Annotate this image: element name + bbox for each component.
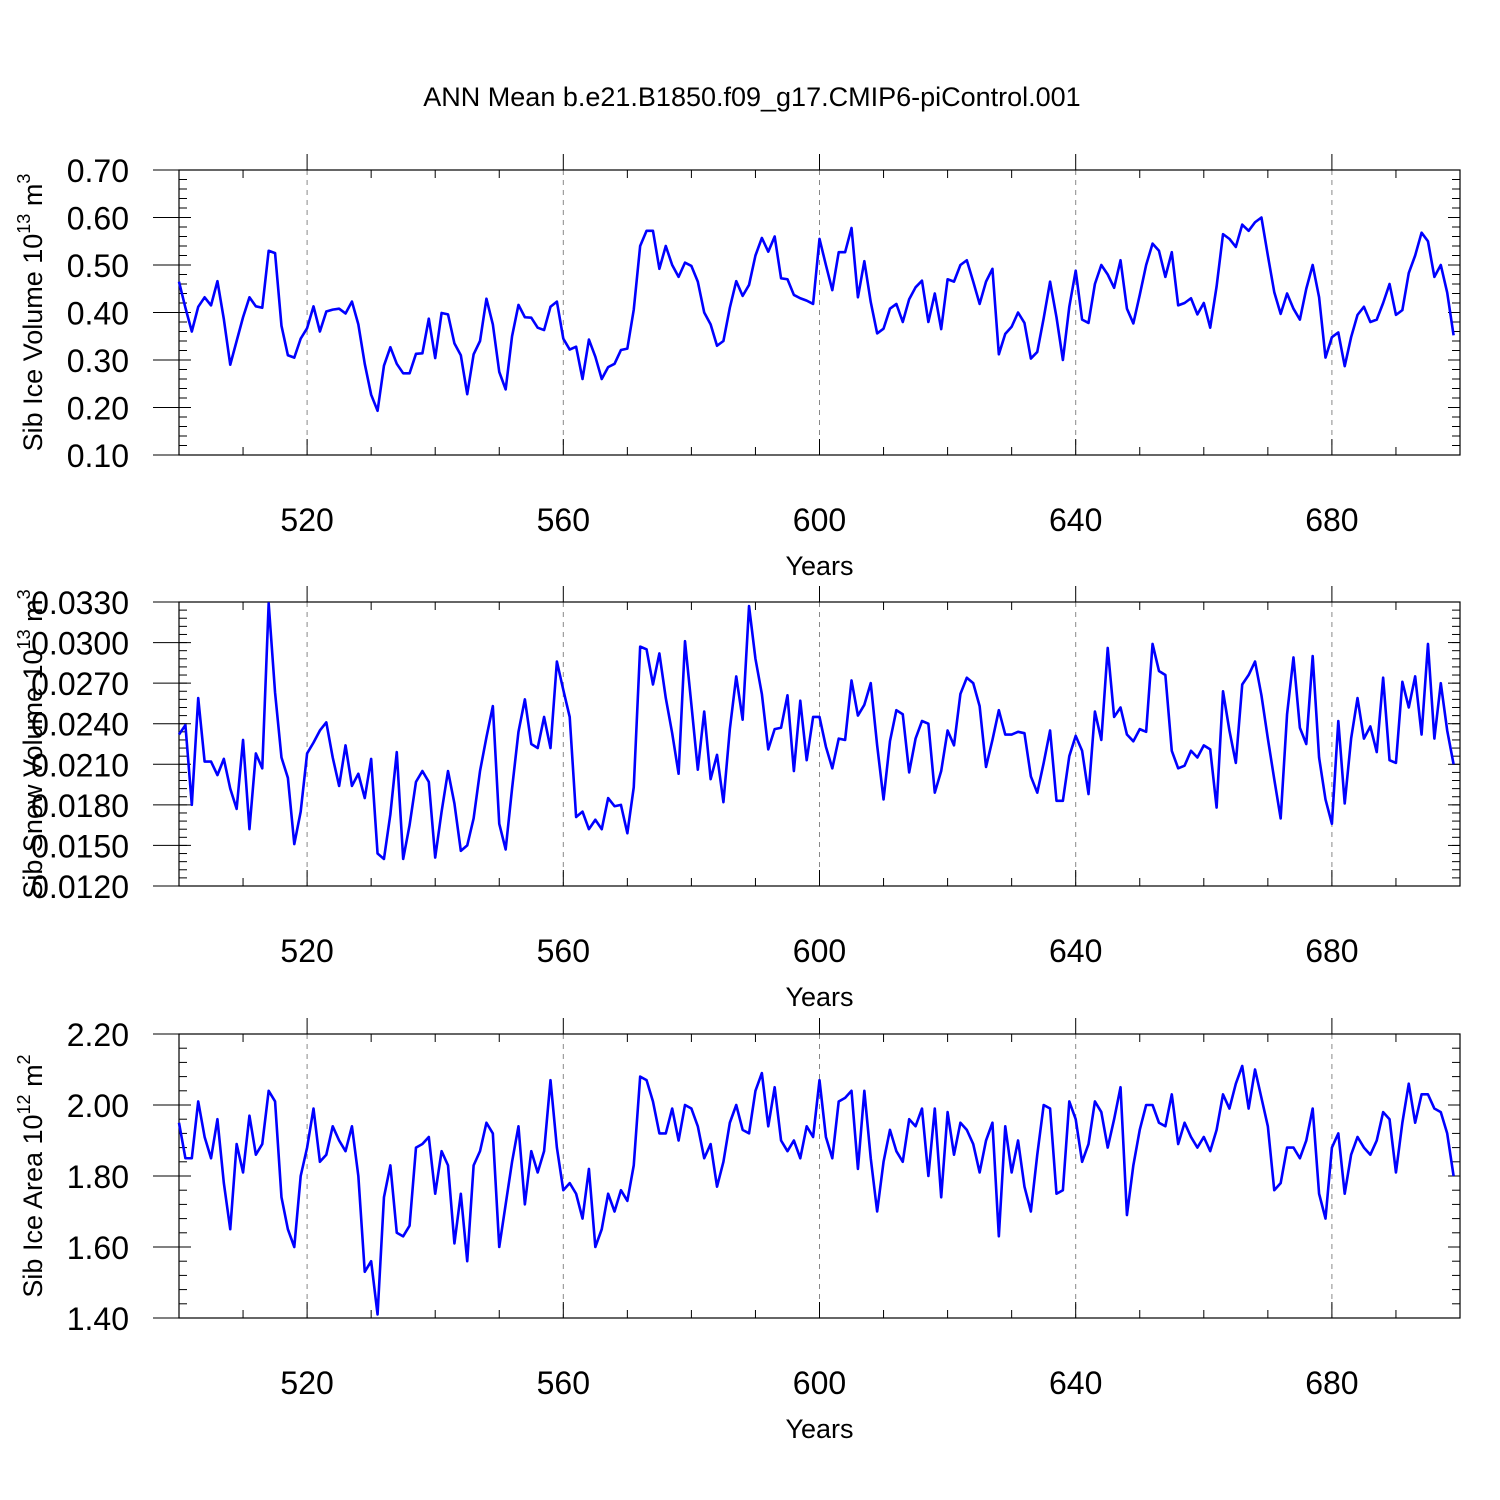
series-line (177, 1064, 1455, 1316)
x-tick-label: 600 (793, 502, 846, 538)
chart-panel-1: 520 560 600 640 680 0.10 0.20 0.30 0.40 0.50 0.60 0… (14, 153, 1461, 581)
plot-frame (178, 1033, 1461, 1319)
x-tick-label: 680 (1305, 502, 1358, 538)
y-tick-label: 2.00 (67, 1088, 129, 1124)
y-tick-label: 1.40 (67, 1301, 129, 1337)
y-tick-label: 0.0240 (31, 707, 129, 743)
x-tick-label: 680 (1305, 1365, 1358, 1401)
figure-title: ANN Mean b.e21.B1850.f09_g17.CMIP6-piCon… (423, 82, 1080, 112)
y-tick-label: 0.30 (67, 343, 129, 379)
y-tick-label: 0.0180 (31, 788, 129, 824)
x-axis-title: Years (785, 551, 853, 581)
y-tick-label: 0.0120 (31, 869, 129, 905)
y-tick-label: 0.60 (67, 201, 129, 237)
x-tick-label: 680 (1305, 933, 1358, 969)
panels: 520 560 600 640 680 0.10 0.20 0.30 0.40 0.50 0.60 0… (14, 153, 1461, 1444)
chart-panel-2: 520 560 600 640 680 0.0120 0.0150 0.0180 0.0210 0… (14, 585, 1461, 1012)
y-tick-label: 0.0210 (31, 747, 129, 783)
x-tick-label: 520 (280, 502, 333, 538)
x-tick-label: 560 (537, 1365, 590, 1401)
series-line (177, 602, 1455, 861)
x-tick-label: 640 (1049, 502, 1102, 538)
y-tick-label: 0.0270 (31, 666, 129, 702)
plot-frame (178, 169, 1461, 456)
x-tick-label: 600 (793, 1365, 846, 1401)
y-axis-title: Sib Snow Volume 1013 m3 (14, 589, 48, 898)
x-tick-label: 520 (280, 1365, 333, 1401)
y-tick-label: 0.0300 (31, 626, 129, 662)
y-tick-label: 0.0150 (31, 828, 129, 864)
x-axis-title: Years (785, 982, 853, 1012)
y-tick-label: 0.40 (67, 296, 129, 332)
x-tick-label: 640 (1049, 1365, 1102, 1401)
y-axis-title: Sib Ice Volume 1013 m3 (14, 174, 48, 452)
x-tick-label: 560 (537, 933, 590, 969)
x-tick-label: 640 (1049, 933, 1102, 969)
x-axis-title: Years (785, 1414, 853, 1444)
y-tick-label: 1.60 (67, 1230, 129, 1266)
y-tick-label: 2.20 (67, 1017, 129, 1053)
chart-panel-3: 520 560 600 640 680 1.40 1.60 1.80 2.00 2.20 Years… (14, 1017, 1461, 1444)
y-tick-label: 0.0330 (31, 585, 129, 621)
x-tick-label: 520 (280, 933, 333, 969)
y-tick-label: 1.80 (67, 1159, 129, 1195)
y-tick-label: 0.70 (67, 153, 129, 189)
plot-frame (178, 601, 1461, 887)
y-tick-label: 0.20 (67, 391, 129, 427)
y-tick-label: 0.50 (67, 248, 129, 284)
y-axis-title: Sib Ice Area 1012 m2 (14, 1054, 48, 1297)
y-tick-label: 0.10 (67, 438, 129, 474)
x-tick-label: 600 (793, 933, 846, 969)
x-tick-label: 560 (537, 502, 590, 538)
series-line (177, 216, 1455, 413)
